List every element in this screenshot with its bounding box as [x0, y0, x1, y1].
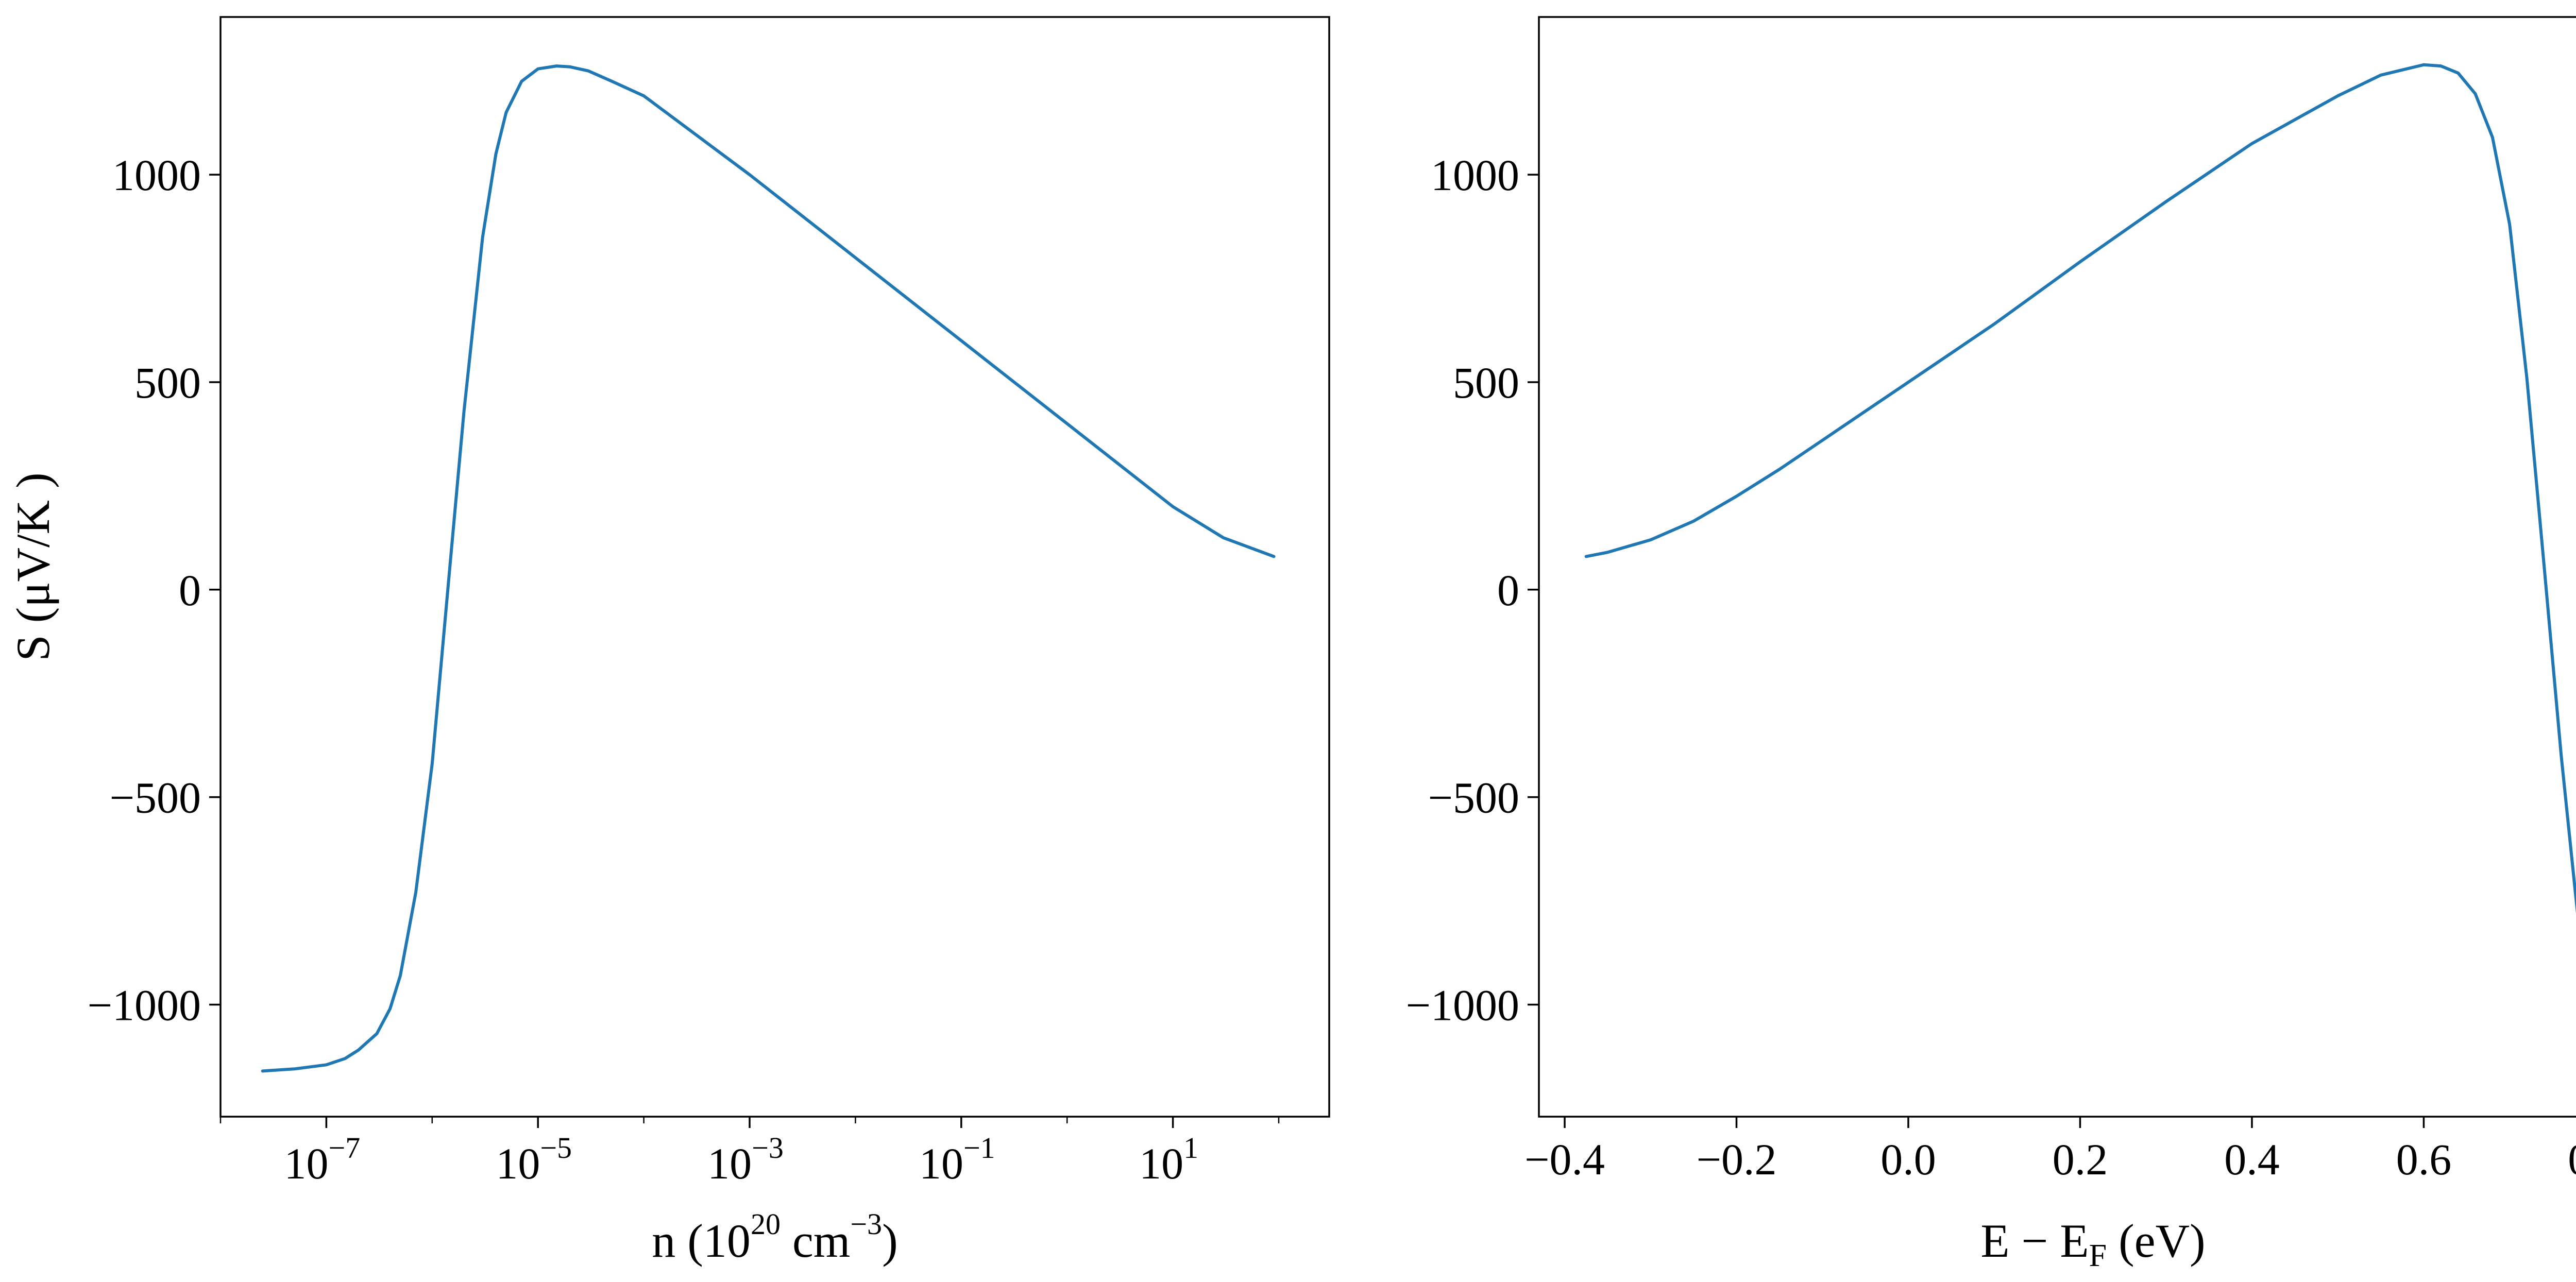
x-tick-label: 10−3: [707, 1131, 784, 1188]
x-label-part: E − E: [1980, 1215, 2089, 1267]
series-line: [261, 64, 1276, 1073]
y-tick-label: −1000: [1405, 980, 1519, 1030]
x-tick-base: 10: [707, 1139, 752, 1188]
x-tick-label: 0.6: [2396, 1135, 2452, 1184]
x-tick-exponent: −1: [963, 1131, 995, 1165]
x-tick-base: 10: [496, 1139, 540, 1188]
x-tick-exponent: 1: [1183, 1131, 1198, 1165]
y-tick-label: 0: [179, 566, 201, 615]
x-tick-base: 10: [919, 1139, 963, 1188]
x-tick-exponent: −5: [540, 1131, 572, 1165]
y-tick-label: 0: [1497, 566, 1519, 615]
plot-frame: [219, 16, 1330, 1118]
y-tick-label: 1000: [112, 150, 201, 200]
x-label-part: cm: [781, 1215, 850, 1267]
x-label-superscript: −3: [850, 1207, 882, 1241]
y-tick-label: 500: [134, 358, 201, 407]
x-tick-label: 101: [1139, 1131, 1198, 1188]
x-axis-label: n (1020 cm−3): [652, 1207, 897, 1267]
x-tick-label: 0.8: [2568, 1135, 2576, 1184]
series-line: [1584, 63, 2576, 914]
x-label-part: ): [882, 1215, 898, 1267]
x-label-part: (eV): [2107, 1215, 2206, 1267]
x-tick-base: 10: [284, 1139, 329, 1188]
plot-frame: [1538, 16, 2576, 1118]
y-tick-label: 500: [1453, 358, 1519, 407]
x-tick-label: 10−1: [919, 1131, 995, 1188]
y-tick-label: −500: [1428, 773, 1519, 823]
x-axis-label: E − EF (eV): [1980, 1215, 2205, 1273]
x-tick-label: 0.4: [2224, 1135, 2280, 1184]
y-tick-label: 1000: [1431, 150, 1519, 200]
right-panel: −1000 −500 0 500 1000 −0.4 −0.2 0.0 0.2 0.4 0.6 0.8…: [1405, 16, 2576, 1273]
x-label-part: n (10: [652, 1215, 751, 1267]
y-axis-label: S (μV/K ): [7, 472, 59, 661]
x-tick-label: −0.2: [1697, 1135, 1777, 1184]
x-label-superscript: 20: [751, 1207, 781, 1241]
x-tick-label: 0.2: [2053, 1135, 2108, 1184]
x-tick-label: 0.0: [1880, 1135, 1936, 1184]
y-tick-label: −1000: [87, 980, 201, 1030]
x-tick-base: 10: [1139, 1139, 1183, 1188]
x-tick-label: −0.4: [1524, 1135, 1605, 1184]
x-tick-label: 10−5: [496, 1131, 572, 1188]
x-tick-exponent: −7: [329, 1131, 361, 1165]
y-tick-label: −500: [109, 773, 201, 823]
x-tick-exponent: −3: [752, 1131, 784, 1165]
x-label-subscript: F: [2089, 1238, 2107, 1273]
x-tick-label: 10−7: [284, 1131, 361, 1188]
